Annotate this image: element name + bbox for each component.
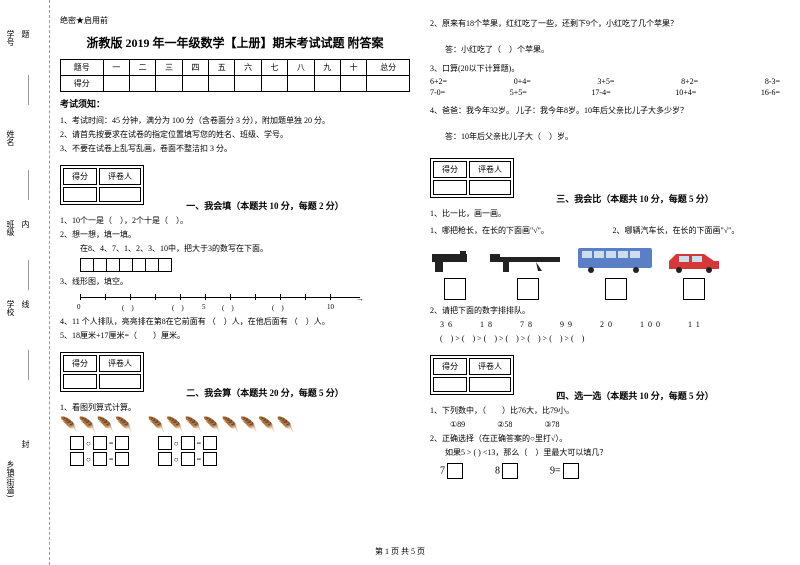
th: 题号 [61,60,104,76]
image-row [430,244,780,300]
side-text: 题 [20,30,31,38]
feather-group-1: 🪶🪶🪶🪶 ○= ○= [60,417,133,468]
question: 2、原来有18个苹果，红红吃了一些，还剩下9个，小红吃了几个苹果？ [430,18,780,29]
rifle-icon [488,249,568,274]
calc-row: 6+2= 0+4= 3+5= 8+2= 8-3= [430,77,780,86]
grade-box: 得分评卷人 [430,355,514,395]
question: 3、口算(20以下计算题)。 [430,63,780,74]
compare-row: 1、哪把枪长，在长的下面画"√"。 2、哪辆汽车长，在长的下面画"√"。 [430,222,780,239]
divider [28,75,29,105]
check-box [444,278,466,300]
question: 1、看图列算式计算。 [60,402,410,413]
divider [28,350,29,380]
question: 2、想一想，填一填。 [60,229,410,240]
car-icon [664,249,724,274]
td: 得分 [61,76,104,92]
number-line: → 0510( )( )( )( ) [80,297,360,298]
left-column: 绝密★启用前 浙教版 2019 年一年级数学【上册】期末考试试题 附答案 题号 … [50,0,420,565]
question: 2、正确选择（在正确答案的○里打√）。 [430,433,780,444]
section-title-3: 三、我会比（本题共 10 分，每题 5 分） [556,194,714,204]
notice-title: 考试须知： [60,97,410,110]
score-table: 题号 一 二 三 四 五 六 七 八 九 十 总分 得分 [60,59,410,92]
side-text: 内 [20,220,31,228]
secrecy-tag: 绝密★启用前 [60,15,410,26]
grade-box: 得分评卷人 [60,352,144,392]
options: ①89 ②58 ③78 [450,419,780,430]
binding-label: 学校 [5,300,16,316]
divider [28,260,29,290]
right-column: 2、原来有18个苹果，红红吃了一些，还剩下9个，小红吃了几个苹果？ 答：小红吃了… [420,0,790,565]
feather-icon: 🪶 [60,417,77,434]
th: 总分 [367,60,410,76]
order-blanks: ( ) > ( ) > ( ) > ( ) > ( ) > ( ) > ( ) [440,333,780,344]
section-title-4: 四、选一选（本题共 10 分，每题 5 分） [556,391,714,401]
answer-line: 答：小红吃了（ ）个苹果。 [445,44,780,55]
exam-title: 浙教版 2019 年一年级数学【上册】期末考试试题 附答案 [60,34,410,51]
question: 3、线形图，填空。 [60,276,410,287]
th: 二 [129,60,155,76]
th: 一 [103,60,129,76]
figure-row: 🪶🪶🪶🪶 ○= ○= 🪶🪶🪶🪶🪶🪶🪶🪶 ○= ○= [60,417,410,468]
notice-item: 3、不要在试卷上乱写乱画，卷面不整洁扣 3 分。 [60,143,410,154]
number-sequence: 36 18 78 99 20 100 11 [440,319,780,330]
question: 4、11 个人排队，亮亮排在第8在它前面有 （ ）人，在他后面有 （ ）人。 [60,316,410,327]
notice-item: 1、考试时间：45 分钟，满分为 100 分（含卷面分 3 分），附加题单独 2… [60,115,410,126]
question: 2、请把下面的数字排排队。 [430,305,780,316]
grade-box: 得分评卷人 [60,165,144,205]
bus-icon [576,244,656,274]
side-text: 线 [20,300,31,308]
question-text: 在8、4、7、1、2、3、10中，把大于3的数写在下面。 [80,243,410,254]
binding-label: 班级 [5,220,16,236]
page-footer: 第 1 页 共 5 页 [0,546,800,557]
divider [28,170,29,200]
question: 1、下列数中，（ ）比76大，比79小。 [430,405,780,416]
question: 1、10个一是（ ），2个十是（ ）。 [60,215,410,226]
th: 五 [209,60,235,76]
th: 八 [288,60,314,76]
binding-label: 学号 [5,30,16,46]
question: 1、比一比，画一画。 [430,208,780,219]
question: 5、18厘米+17厘米=（ ）厘米。 [60,330,410,341]
binding-area: 学号 姓名 班级 学校 乡镇(街道) 题 内 线 封 [0,0,50,565]
th: 四 [182,60,208,76]
side-text: 封 [20,440,31,448]
check-box [517,278,539,300]
answer-line: 答：10年后父亲比儿子大（ ）岁。 [445,131,780,142]
notice-item: 2、请首先按要求在试卷的指定位置填写您的姓名、班级、学号。 [60,129,410,140]
box [80,258,94,272]
th: 六 [235,60,261,76]
question-text: 如果5 > ( ) <13，那么（ ）里最大可以填几？ [445,447,780,458]
binding-label: 姓名 [5,130,16,146]
th: 十 [340,60,366,76]
grade-box: 得分评卷人 [430,158,514,198]
subq: 1、哪把枪长，在长的下面画"√"。 [430,225,598,236]
feather-group-2: 🪶🪶🪶🪶🪶🪶🪶🪶 ○= ○= [148,417,295,468]
th: 七 [261,60,287,76]
exam-page: 学号 姓名 班级 学校 乡镇(街道) 题 内 线 封 绝密★启用前 浙教版 20… [0,0,800,565]
binding-label: 乡镇(街道) [5,460,16,497]
section-title-2: 二、我会算（本题共 20 分，每题 5 分） [186,388,344,398]
subq: 2、哪辆汽车长，在长的下面画"√"。 [613,225,781,236]
th: 九 [314,60,340,76]
section-title-1: 一、我会填（本题共 10 分，每题 2 分） [186,201,344,211]
calc-row: 7-0= 5+5= 17-4= 10+4= 16-6= [430,88,780,97]
check-box [605,278,627,300]
arrow-icon: → [356,294,364,303]
answer-boxes [80,258,410,272]
pistol-icon [430,249,480,274]
check-box [683,278,705,300]
final-numbers: 7 8 9= [440,463,780,479]
th: 三 [156,60,182,76]
question: 4、爸爸：我今年32岁。 儿子：我今年8岁。10年后父亲比儿子大多少岁？ [430,105,780,116]
